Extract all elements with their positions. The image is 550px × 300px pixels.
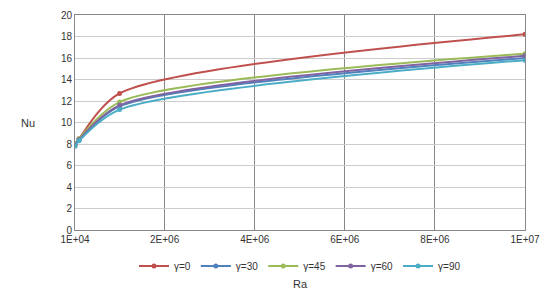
- svg-text:γ=60: γ=60: [371, 261, 393, 272]
- svg-text:8: 8: [66, 139, 72, 150]
- svg-text:20: 20: [61, 10, 73, 21]
- svg-text:16: 16: [61, 53, 73, 64]
- svg-text:6E+06: 6E+06: [330, 234, 360, 245]
- svg-text:0: 0: [66, 225, 72, 236]
- svg-text:Nu: Nu: [21, 117, 35, 129]
- svg-text:2: 2: [66, 203, 72, 214]
- svg-text:γ=90: γ=90: [438, 261, 460, 272]
- svg-text:10: 10: [61, 117, 73, 128]
- svg-text:1E+07: 1E+07: [510, 234, 540, 245]
- svg-text:18: 18: [61, 31, 73, 42]
- svg-text:8E+06: 8E+06: [420, 234, 450, 245]
- svg-text:2E+06: 2E+06: [150, 234, 180, 245]
- svg-text:γ=45: γ=45: [303, 261, 325, 272]
- svg-text:14: 14: [61, 74, 73, 85]
- svg-text:4E+06: 4E+06: [240, 234, 270, 245]
- svg-text:4: 4: [66, 182, 72, 193]
- svg-text:12: 12: [61, 96, 73, 107]
- svg-text:γ=30: γ=30: [236, 261, 258, 272]
- svg-text:γ=0: γ=0: [174, 261, 191, 272]
- svg-text:1E+04: 1E+04: [60, 234, 90, 245]
- svg-text:6: 6: [66, 160, 72, 171]
- svg-text:Ra: Ra: [293, 278, 308, 290]
